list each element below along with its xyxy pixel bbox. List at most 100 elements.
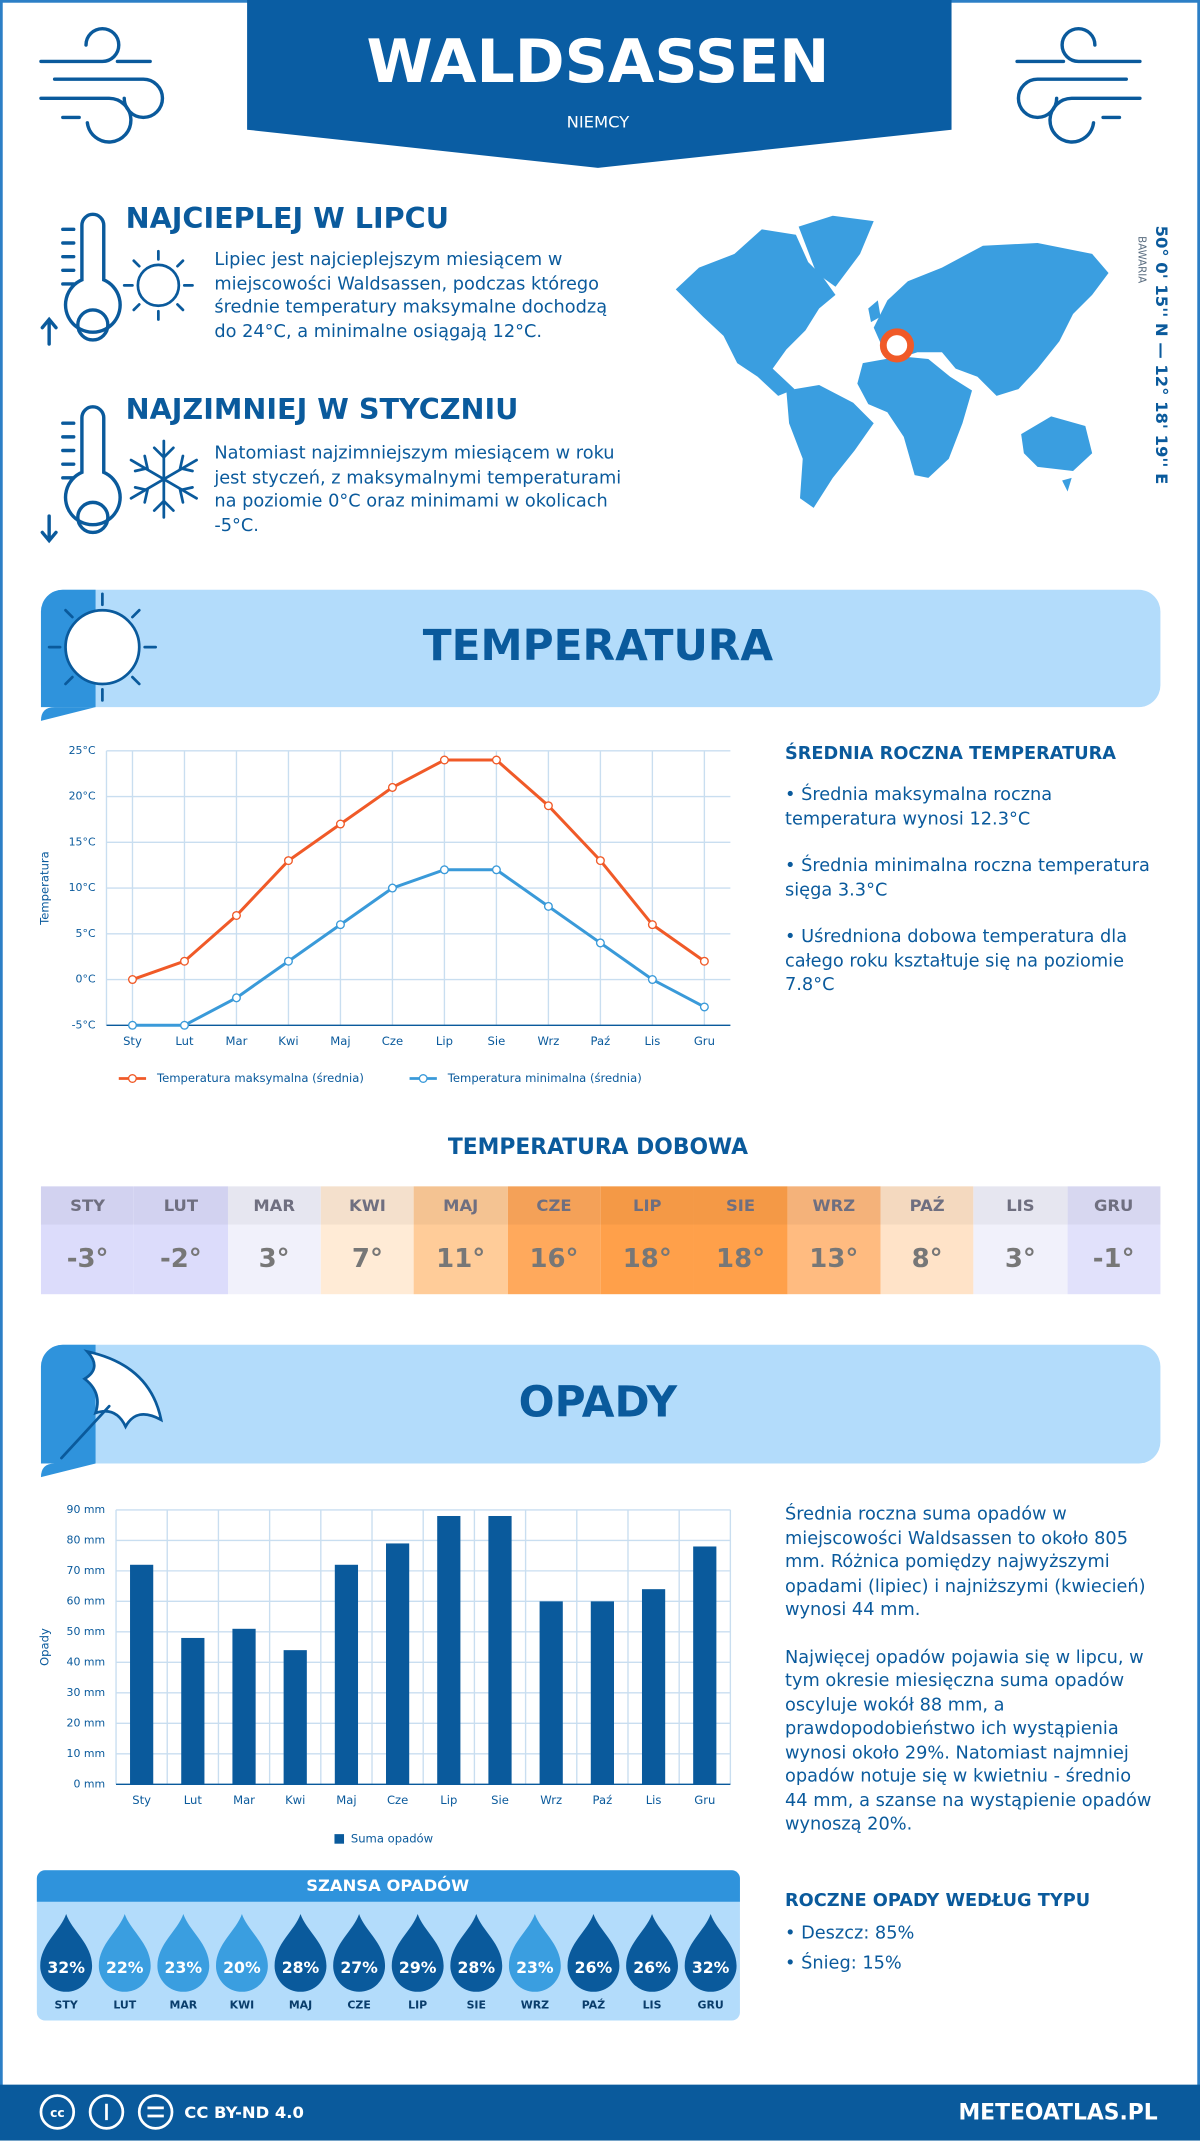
point (231, 910, 241, 920)
y-tick-label: 90 mm (67, 1503, 106, 1516)
point (595, 938, 605, 948)
bar (130, 1564, 154, 1785)
chance-value: 27% (340, 1958, 378, 1977)
temperature-cell: 16° (529, 1243, 579, 1274)
legend-marker (127, 1073, 137, 1084)
warmest-title: NAJCIEPLEJ W LIPCU (126, 201, 449, 235)
chance-month: WRZ (521, 1998, 549, 2011)
y-tick-label: 40 mm (67, 1655, 106, 1668)
chance-month: STY (55, 1998, 78, 2011)
x-tick-label: Cze (382, 1034, 403, 1048)
bar (437, 1515, 461, 1785)
site-name[interactable]: METEOATLAS.PL (958, 2100, 1157, 2125)
banner-corner (40, 1344, 96, 1464)
point (543, 801, 553, 811)
table-column: STY -3° (40, 1186, 135, 1295)
y-axis-title: Opady (38, 1628, 52, 1666)
point (127, 975, 137, 985)
chance-value: 26% (633, 1958, 671, 1977)
x-tick-label: Gru (694, 1034, 715, 1048)
rain-drop (450, 1913, 503, 1992)
bar (539, 1601, 563, 1785)
rain-drop (567, 1913, 620, 1992)
month-header: LIS (973, 1186, 1068, 1225)
temperature-cell: 8° (911, 1243, 943, 1274)
y-tick-label: 25°C (69, 744, 96, 757)
chance-month: LIP (408, 1998, 427, 2011)
y-axis-title: Temperatura (38, 851, 52, 926)
temperature-cell: -1° (1092, 1243, 1135, 1274)
chance-box (36, 1870, 740, 2021)
chance-value: 29% (399, 1958, 437, 1977)
x-tick-label: Kwi (285, 1793, 305, 1807)
point (595, 856, 605, 866)
region: BAWARIA (1135, 236, 1146, 283)
table-column: MAR 3° (227, 1186, 321, 1295)
point (283, 856, 293, 866)
point (491, 755, 501, 765)
x-tick-label: Kwi (278, 1034, 298, 1048)
umbrella-icon (60, 1349, 164, 1460)
y-tick-label: 60 mm (67, 1594, 106, 1607)
y-tick-label: 0 mm (73, 1777, 105, 1790)
rain-drop (40, 1913, 93, 1992)
chance-value: 23% (516, 1958, 554, 1977)
chance-title: SZANSA OPADÓW (306, 1876, 469, 1895)
rain-drop (98, 1913, 151, 1992)
x-tick-label: Lis (646, 1793, 662, 1807)
x-tick-label: Paź (591, 1034, 611, 1048)
legend-label: Temperatura maksymalna (średnia) (156, 1071, 364, 1085)
summary-item: • Średnia maksymalna roczna temperatura … (784, 784, 1053, 830)
month-header: WRZ (787, 1186, 881, 1225)
x-tick-label: Lis (645, 1034, 661, 1048)
point (647, 975, 657, 985)
x-tick-label: Lut (175, 1034, 194, 1048)
x-tick-label: Mar (233, 1793, 255, 1807)
point (699, 956, 709, 966)
daily-temperature-table: STY -3° LUT -2° MAR 3° KWI 7° MAJ 11° CZE 16° LIP 18°… (40, 1186, 1161, 1295)
location-marker (879, 328, 914, 363)
summary-item: • Uśredniona dobowa temperatura dla całe… (784, 926, 1128, 996)
legend-swatch (334, 1834, 345, 1844)
bar (334, 1564, 359, 1785)
cc-glyph: cc (50, 2106, 65, 2120)
y-tick-label: -5°C (72, 1018, 96, 1031)
legend-label: Suma opadów (351, 1831, 433, 1845)
temperature-cell: 18° (622, 1243, 672, 1274)
types-item: • Śnieg: 15% (784, 1952, 902, 1974)
point (231, 993, 241, 1003)
temperature-banner (40, 589, 1161, 708)
chance-month: LUT (113, 1998, 136, 2011)
precip-paragraph: Najwięcej opadów pojawia się w lipcu, w … (784, 1647, 1152, 1835)
y-tick-label: 20 mm (67, 1716, 106, 1729)
point (439, 865, 449, 875)
chance-month: LIS (643, 1998, 662, 2011)
x-tick-label: Maj (330, 1034, 350, 1048)
point (387, 782, 397, 792)
chance-month: MAJ (289, 1998, 312, 2011)
summary-item: • Średnia minimalna roczna temperatura s… (784, 855, 1150, 901)
chance-header (36, 1870, 740, 1902)
thermometer-cold (40, 405, 122, 544)
bar (386, 1543, 410, 1785)
table-column: LIS 3° (973, 1186, 1068, 1295)
table-column: KWI 7° (320, 1186, 415, 1295)
point (543, 901, 553, 911)
x-tick-label: Mar (226, 1034, 248, 1048)
temperature-cell: -3° (66, 1243, 109, 1274)
precipitation-text: Średnia roczna suma opadów w miejscowośc… (785, 1503, 1154, 1837)
precip-paragraph: Średnia roczna suma opadów w miejscowośc… (784, 1504, 1146, 1621)
daily-temperature-title: TEMPERATURA DOBOWA (448, 1135, 748, 1160)
point (647, 920, 657, 930)
x-tick-label: Gru (694, 1793, 715, 1807)
chance-month: MAR (169, 1998, 197, 2011)
point (283, 956, 293, 966)
chance-value: 28% (457, 1958, 495, 1977)
bar (693, 1546, 717, 1785)
chance-value: 26% (575, 1958, 613, 1977)
point (179, 1020, 189, 1030)
bar (590, 1601, 614, 1785)
